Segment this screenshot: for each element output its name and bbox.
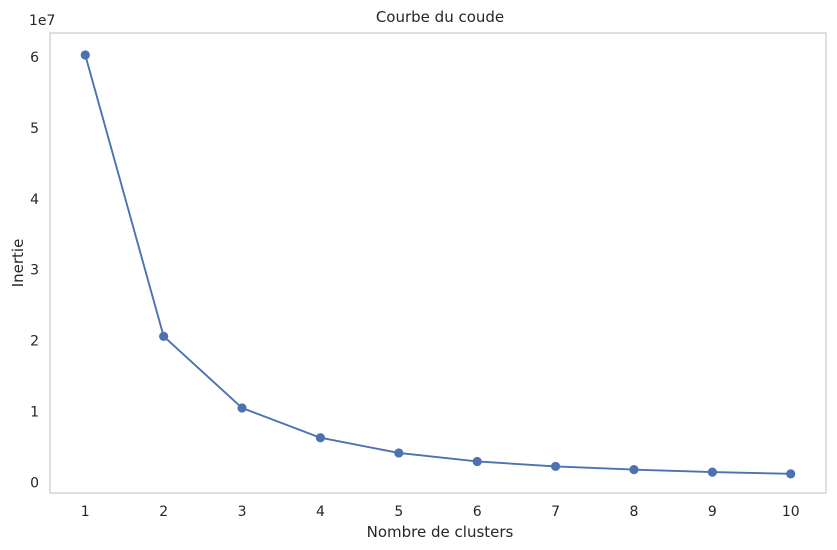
y-axis-offset-label: 1e7: [29, 13, 55, 29]
data-point: [80, 50, 90, 60]
data-point: [786, 469, 796, 479]
y-tick-label: 4: [30, 192, 39, 208]
series-layer: [80, 50, 796, 479]
x-tick-label: 5: [394, 504, 403, 520]
y-axis-title: Inertie: [9, 239, 27, 288]
y-tick-label: 6: [30, 50, 39, 66]
data-point: [237, 403, 247, 413]
data-point: [707, 467, 717, 477]
x-tick-label: 2: [159, 504, 168, 520]
y-axis-ticks: 0 1 2 3 4 5 6: [30, 50, 39, 491]
data-point: [315, 433, 326, 443]
chart-title: Courbe du coude: [376, 8, 504, 26]
x-tick-label: 4: [316, 504, 325, 520]
x-tick-label: 3: [238, 504, 247, 520]
plot-area-frame: [49, 32, 827, 494]
data-point: [629, 465, 639, 475]
x-axis-title: Nombre de clusters: [367, 523, 514, 541]
data-point: [159, 331, 169, 341]
x-tick-label: 6: [473, 504, 482, 520]
data-point: [394, 448, 404, 458]
data-point: [472, 456, 482, 467]
y-tick-label: 2: [30, 334, 39, 350]
x-tick-label: 10: [782, 504, 800, 520]
y-tick-label: 0: [30, 475, 39, 491]
x-tick-label: 9: [708, 504, 717, 520]
y-tick-label: 3: [30, 263, 39, 279]
x-tick-label: 7: [551, 504, 560, 520]
series-line: [84, 54, 791, 475]
x-tick-label: 1: [81, 504, 90, 520]
y-tick-label: 1: [30, 404, 39, 420]
x-tick-label: 8: [629, 504, 638, 520]
x-axis-ticks: 1 2 3 4 5 6 7 8 9 10: [81, 504, 800, 520]
y-tick-label: 5: [30, 121, 39, 137]
data-point: [550, 461, 561, 472]
